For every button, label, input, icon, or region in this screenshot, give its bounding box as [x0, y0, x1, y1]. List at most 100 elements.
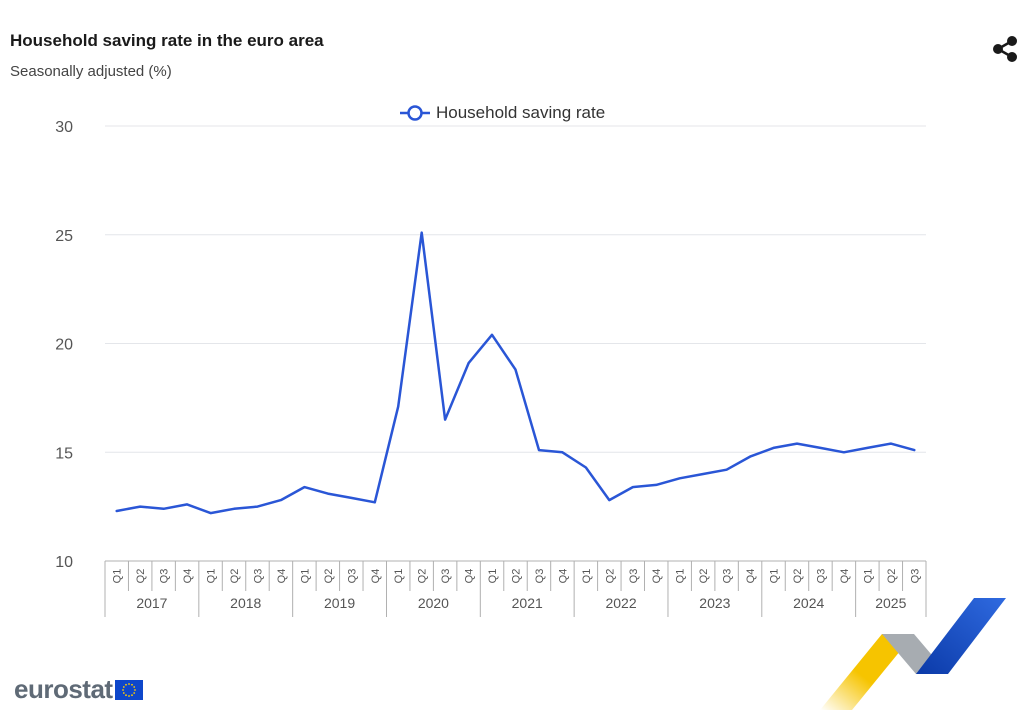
data-point [372, 499, 378, 505]
y-tick-label: 30 [55, 119, 73, 136]
share-button[interactable] [988, 33, 1022, 65]
data-point [841, 449, 847, 455]
quarter-label: Q3 [815, 569, 827, 584]
data-point [466, 360, 472, 366]
data-point [747, 454, 753, 460]
year-label: 2023 [699, 595, 730, 611]
flag-star [127, 695, 130, 697]
data-point [231, 506, 237, 512]
quarter-label: Q4 [370, 569, 382, 584]
quarter-label: Q2 [792, 569, 804, 584]
quarter-label: Q3 [909, 569, 921, 584]
data-point [864, 445, 870, 451]
data-point [419, 230, 425, 236]
quarter-label: Q1 [675, 569, 687, 584]
data-point [653, 482, 659, 488]
year-label: 2018 [230, 595, 261, 611]
quarter-label: Q1 [112, 569, 124, 584]
data-point [559, 449, 565, 455]
data-point [348, 495, 354, 501]
quarter-label: Q2 [604, 569, 616, 584]
data-point [606, 497, 612, 503]
share-icon [993, 36, 1017, 62]
legend-label: Household saving rate [436, 103, 606, 122]
quarter-label: Q3 [722, 569, 734, 584]
data-point [817, 445, 823, 451]
flag-star [130, 694, 133, 697]
data-point [137, 504, 143, 510]
quarter-label: Q3 [159, 569, 171, 584]
quarter-label: Q1 [487, 569, 499, 584]
logo-text: eurostat [14, 674, 113, 704]
y-tick-label: 10 [55, 554, 73, 571]
data-point [700, 471, 706, 477]
quarter-label: Q4 [745, 569, 757, 584]
data-point [208, 510, 214, 516]
chart-title: Household saving rate in the euro area [10, 31, 324, 50]
quarter-label: Q1 [299, 569, 311, 584]
data-point [513, 367, 519, 373]
data-point [630, 484, 636, 490]
quarter-label: Q3 [252, 569, 264, 584]
year-label: 2024 [793, 595, 824, 611]
eurostat-logo[interactable]: eurostat [14, 674, 143, 704]
series-line-household-saving-rate [115, 231, 916, 515]
quarter-label: Q3 [346, 569, 358, 584]
eu-flag-icon [114, 680, 143, 700]
quarter-label: Q3 [628, 569, 640, 584]
quarter-label: Q1 [581, 569, 593, 584]
data-point [677, 475, 683, 481]
quarter-label: Q1 [206, 569, 218, 584]
quarter-label: Q4 [276, 569, 288, 584]
flag-star [122, 692, 125, 694]
data-point [114, 508, 120, 514]
data-point [184, 501, 190, 507]
quarter-label: Q2 [511, 569, 523, 584]
quarter-label: Q1 [769, 569, 781, 584]
decorative-ribbon [820, 598, 1006, 710]
flag-star [132, 692, 135, 694]
flag-star [133, 689, 136, 691]
quarter-label: Q2 [323, 569, 335, 584]
quarter-label: Q2 [417, 569, 429, 584]
y-tick-label: 20 [55, 337, 73, 354]
quarter-label: Q4 [182, 569, 194, 584]
flag-star [124, 683, 127, 686]
quarter-label: Q2 [229, 569, 241, 584]
data-point [442, 417, 448, 423]
quarter-label: Q2 [886, 569, 898, 584]
year-label: 2020 [418, 595, 449, 611]
circle-marker-icon [400, 105, 430, 121]
flag-star [121, 689, 124, 691]
year-label: 2019 [324, 595, 355, 611]
data-point [536, 447, 542, 453]
data-point [254, 504, 260, 510]
chart-subtitle: Seasonally adjusted (%) [10, 63, 172, 80]
quarter-label: Q2 [135, 569, 147, 584]
data-point [771, 445, 777, 451]
legend-item[interactable]: Household saving rate [398, 101, 605, 125]
data-point [301, 484, 307, 490]
data-point [161, 506, 167, 512]
data-point [325, 491, 331, 497]
year-label: 2017 [136, 595, 167, 611]
flag-star [132, 686, 135, 688]
flag-star [124, 694, 127, 697]
data-point [794, 441, 800, 447]
data-point [911, 447, 917, 453]
quarter-label: Q4 [464, 569, 476, 584]
flag-star [122, 686, 125, 688]
flag-star [130, 683, 133, 686]
quarter-label: Q3 [440, 569, 452, 584]
year-label: 2022 [605, 595, 636, 611]
quarter-label: Q4 [557, 569, 569, 584]
quarter-label: Q2 [698, 569, 710, 584]
quarter-label: Q4 [839, 569, 851, 584]
quarter-label: Q3 [534, 569, 546, 584]
data-point [888, 441, 894, 447]
quarter-label: Q1 [393, 569, 405, 584]
data-point [724, 467, 730, 473]
year-label: 2021 [512, 595, 543, 611]
quarter-label: Q4 [651, 569, 663, 584]
